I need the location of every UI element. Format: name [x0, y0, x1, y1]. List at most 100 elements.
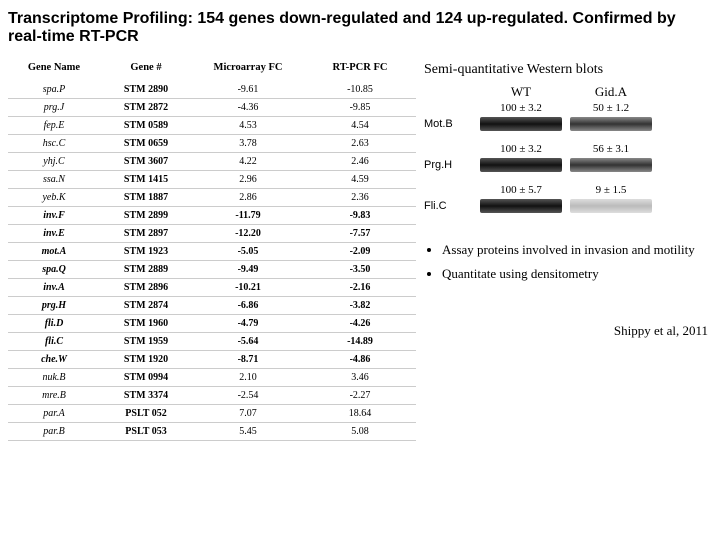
- cell-gene-name: inv.A: [8, 279, 100, 297]
- cell-rtpcr-fc: -14.89: [304, 333, 416, 351]
- cell-gene-name: fli.C: [8, 333, 100, 351]
- blots-container: 100 ± 3.250 ± 1.2 Mot.B 100 ± 3.256 ± 3.1 P…: [424, 102, 712, 223]
- cell-microarray-fc: -8.71: [192, 351, 304, 369]
- header-rtpcr-fc: RT-PCR FC: [304, 56, 416, 81]
- table-row: mre.BSTM 3374-2.54-2.27: [8, 387, 416, 405]
- cell-gene-num: STM 2874: [100, 297, 192, 315]
- blot-label: Prg.H: [424, 159, 476, 171]
- cell-gene-name: prg.H: [8, 297, 100, 315]
- table-header-row: Gene Name Gene # Microarray FC RT-PCR FC: [8, 56, 416, 81]
- table-row: hsc.CSTM 06593.782.63: [8, 135, 416, 153]
- cell-gene-num: STM 2889: [100, 261, 192, 279]
- blot-gida-value: 50 ± 1.2: [566, 102, 656, 114]
- cell-rtpcr-fc: -4.86: [304, 351, 416, 369]
- cell-gene-num: STM 2897: [100, 225, 192, 243]
- blot-label: Fli.C: [424, 200, 476, 212]
- table-row: prg.HSTM 2874-6.86-3.82: [8, 297, 416, 315]
- blot-column-headers: WT Gid.A: [424, 84, 712, 100]
- blot-value-row: 100 ± 5.79 ± 1.5: [424, 184, 712, 197]
- blot-label: Mot.B: [424, 118, 476, 130]
- header-gene-name: Gene Name: [8, 56, 100, 81]
- cell-rtpcr-fc: -3.50: [304, 261, 416, 279]
- cell-rtpcr-fc: 2.36: [304, 189, 416, 207]
- cell-rtpcr-fc: 18.64: [304, 405, 416, 423]
- header-gene-num: Gene #: [100, 56, 192, 81]
- cell-gene-num: STM 1923: [100, 243, 192, 261]
- cell-gene-name: hsc.C: [8, 135, 100, 153]
- blot-band-wt: [480, 158, 562, 172]
- blot-band-gida: [570, 199, 652, 213]
- cell-rtpcr-fc: -2.09: [304, 243, 416, 261]
- cell-gene-name: ssa.N: [8, 171, 100, 189]
- cell-gene-name: nuk.B: [8, 369, 100, 387]
- cell-gene-name: par.B: [8, 423, 100, 441]
- cell-microarray-fc: -5.05: [192, 243, 304, 261]
- blot-value-row: 100 ± 3.250 ± 1.2: [424, 102, 712, 115]
- cell-gene-num: STM 0589: [100, 117, 192, 135]
- cell-gene-num: STM 0659: [100, 135, 192, 153]
- blot-wt-value: 100 ± 5.7: [476, 184, 566, 196]
- cell-gene-num: STM 2899: [100, 207, 192, 225]
- table-row: nuk.BSTM 09942.103.46: [8, 369, 416, 387]
- blot-header-gida: Gid.A: [566, 84, 656, 100]
- cell-microarray-fc: 2.10: [192, 369, 304, 387]
- cell-microarray-fc: -2.54: [192, 387, 304, 405]
- cell-rtpcr-fc: -10.85: [304, 81, 416, 99]
- table-row: inv.FSTM 2899-11.79-9.83: [8, 207, 416, 225]
- blot-value-row: 100 ± 3.256 ± 3.1: [424, 143, 712, 156]
- cell-gene-num: STM 2896: [100, 279, 192, 297]
- page-title: Transcriptome Profiling: 154 genes down-…: [8, 10, 712, 46]
- cell-rtpcr-fc: 2.46: [304, 153, 416, 171]
- cell-microarray-fc: -11.79: [192, 207, 304, 225]
- blot-band-wt: [480, 117, 562, 131]
- cell-microarray-fc: 2.96: [192, 171, 304, 189]
- side-title: Semi-quantitative Western blots: [424, 62, 712, 78]
- cell-gene-num: STM 1959: [100, 333, 192, 351]
- cell-gene-name: spa.P: [8, 81, 100, 99]
- cell-microarray-fc: -9.49: [192, 261, 304, 279]
- content-area: Gene Name Gene # Microarray FC RT-PCR FC…: [8, 56, 712, 441]
- cell-gene-num: STM 1415: [100, 171, 192, 189]
- header-microarray-fc: Microarray FC: [192, 56, 304, 81]
- cell-gene-name: yhj.C: [8, 153, 100, 171]
- table-row: yeb.KSTM 18872.862.36: [8, 189, 416, 207]
- cell-gene-num: PSLT 052: [100, 405, 192, 423]
- cell-gene-name: fli.D: [8, 315, 100, 333]
- cell-microarray-fc: -6.86: [192, 297, 304, 315]
- cell-gene-name: fep.E: [8, 117, 100, 135]
- cell-rtpcr-fc: 4.59: [304, 171, 416, 189]
- side-panel: Semi-quantitative Western blots WT Gid.A…: [424, 56, 712, 339]
- cell-microarray-fc: -5.64: [192, 333, 304, 351]
- cell-gene-name: inv.E: [8, 225, 100, 243]
- bullet-list: Assay proteins involved in invasion and …: [424, 241, 712, 283]
- cell-microarray-fc: 4.22: [192, 153, 304, 171]
- cell-rtpcr-fc: 5.08: [304, 423, 416, 441]
- blot-gida-value: 9 ± 1.5: [566, 184, 656, 196]
- table-row: par.APSLT 0527.0718.64: [8, 405, 416, 423]
- cell-gene-num: STM 3374: [100, 387, 192, 405]
- table-row: mot.ASTM 1923-5.05-2.09: [8, 243, 416, 261]
- gene-table-wrap: Gene Name Gene # Microarray FC RT-PCR FC…: [8, 56, 416, 441]
- cell-gene-name: mot.A: [8, 243, 100, 261]
- cell-microarray-fc: -12.20: [192, 225, 304, 243]
- table-row: spa.PSTM 2890-9.61-10.85: [8, 81, 416, 99]
- cell-rtpcr-fc: -3.82: [304, 297, 416, 315]
- cell-gene-num: PSLT 053: [100, 423, 192, 441]
- cell-microarray-fc: 4.53: [192, 117, 304, 135]
- cell-rtpcr-fc: -7.57: [304, 225, 416, 243]
- table-row: spa.QSTM 2889-9.49-3.50: [8, 261, 416, 279]
- cell-gene-name: prg.J: [8, 99, 100, 117]
- table-row: prg.JSTM 2872-4.36-9.85: [8, 99, 416, 117]
- cell-gene-num: STM 1920: [100, 351, 192, 369]
- blot-gida-value: 56 ± 3.1: [566, 143, 656, 155]
- table-row: inv.ASTM 2896-10.21-2.16: [8, 279, 416, 297]
- cell-microarray-fc: -9.61: [192, 81, 304, 99]
- blot-header-wt: WT: [476, 84, 566, 100]
- cell-microarray-fc: -10.21: [192, 279, 304, 297]
- blot-band-gida: [570, 158, 652, 172]
- cell-gene-num: STM 2890: [100, 81, 192, 99]
- blot-band-row: Fli.C: [424, 199, 712, 213]
- cell-microarray-fc: 3.78: [192, 135, 304, 153]
- cell-gene-name: par.A: [8, 405, 100, 423]
- table-row: fep.ESTM 05894.534.54: [8, 117, 416, 135]
